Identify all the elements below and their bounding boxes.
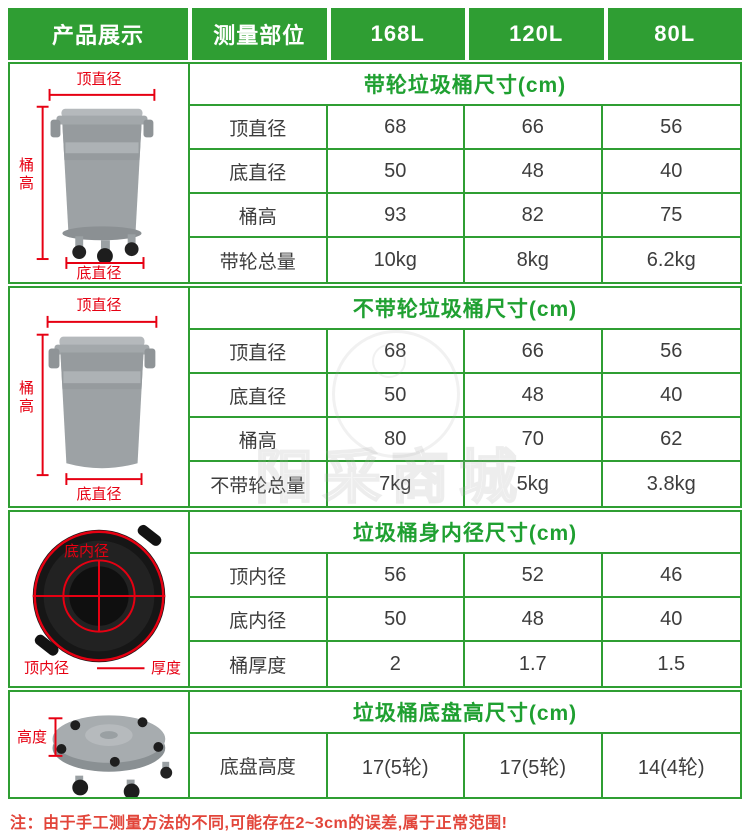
spec-value: 68 (327, 106, 465, 150)
label-bin-height: 桶高 (17, 380, 34, 416)
spec-value: 50 (327, 150, 465, 194)
spec-value: 14(4轮) (637, 757, 705, 779)
spec-value: 17(5轮) (328, 734, 465, 797)
section-title: 垃圾桶底盘高尺寸(cm) (190, 692, 740, 734)
label-bin-height: 桶高 (17, 157, 34, 193)
section-title: 带轮垃圾桶尺寸(cm) (190, 64, 740, 106)
section-title: 垃圾桶身内径尺寸(cm) (190, 512, 740, 554)
measure-lines (48, 717, 63, 757)
spec-value: 40 (602, 598, 740, 642)
product-image-wheeled-bin: 顶直径 桶高 底直径 (10, 64, 190, 282)
spec-value: 1.7 (465, 642, 603, 686)
product-image-bin-no-wheels: 顶直径 桶高 底直径 (10, 288, 190, 506)
measure-lines (32, 530, 166, 670)
row-label: 底直径 (190, 374, 328, 418)
product-image-top-view: 底内径 顶内径 厚度 (10, 512, 190, 686)
spec-value: 48 (465, 598, 603, 642)
spec-value: 6.2kg (646, 248, 696, 271)
measure-lines (36, 88, 156, 269)
header-80l: 80L (607, 8, 742, 60)
label-bottom-diameter: 底直径 (76, 486, 122, 503)
row-label: 不带轮总量 (190, 462, 328, 506)
header-measure-part: 测量部位 (192, 8, 327, 60)
spec-value: 66 (465, 106, 603, 150)
section-title: 不带轮垃圾桶尺寸(cm) (190, 288, 740, 330)
spec-value: 10kg (328, 238, 465, 282)
spec-value: 17(5轮) (465, 734, 603, 797)
row-label: 顶内径 (190, 554, 328, 598)
label-top-diameter: 顶直径 (76, 297, 122, 314)
spec-value: 75 (602, 194, 740, 238)
table-header-row: 产品展示 测量部位 168L 120L 80L (8, 8, 742, 60)
section-base-height: 高度 垃圾桶底盘高尺寸(cm) 底盘高度 17(5轮) 17(5轮) 14(4轮… (8, 690, 742, 799)
label-top-diameter: 顶直径 (76, 71, 122, 88)
row-label: 桶高 (190, 194, 328, 238)
spec-value: 48 (465, 374, 603, 418)
section-wheeled-bin: 顶直径 桶高 底直径 带轮垃圾桶尺寸(cm) 顶直径 68 66 56 底直径 … (8, 62, 742, 284)
product-image-dolly: 高度 (10, 692, 190, 797)
row-label: 桶厚度 (190, 642, 328, 686)
spec-value: 7kg (328, 462, 465, 506)
label-base-height: 高度 (17, 729, 48, 746)
dolly-illustration (48, 715, 173, 797)
wheeled-bin-illustration (36, 88, 156, 269)
label-top-inner-diameter: 顶内径 (24, 660, 70, 677)
spec-value: 62 (602, 418, 740, 462)
row-label: 带轮总量 (190, 238, 328, 282)
spec-value: 40 (602, 374, 740, 418)
bin-no-wheels-illustration (36, 315, 158, 486)
label-thickness: 厚度 (151, 660, 182, 677)
bin-top-view-illustration (32, 524, 166, 670)
spec-value: 70 (465, 418, 603, 462)
header-120l: 120L (469, 8, 604, 60)
spec-value: 52 (465, 554, 603, 598)
row-label: 顶直径 (190, 330, 328, 374)
spec-value: 66 (465, 330, 603, 374)
row-label: 底内径 (190, 598, 328, 642)
header-168l: 168L (330, 8, 465, 60)
row-label: 底直径 (190, 150, 328, 194)
spec-value: 3.8kg (646, 472, 696, 495)
row-label: 底盘高度 (190, 734, 328, 797)
spec-value: 48 (465, 150, 603, 194)
spec-value: 5kg (465, 462, 603, 506)
label-bottom-diameter: 底直径 (76, 265, 122, 282)
spec-value: 56 (327, 554, 465, 598)
spec-value: 1.5 (657, 652, 686, 675)
spec-value: 56 (602, 106, 740, 150)
spec-value: 56 (602, 330, 740, 374)
spec-value: 8kg (465, 238, 603, 282)
spec-value: 2 (328, 642, 465, 686)
spec-value: 40 (602, 150, 740, 194)
measurement-disclaimer-note: 注：由于手工测量方法的不同,可能存在2~3cm的误差,属于正常范围! (10, 815, 508, 832)
section-inner-diameter: 底内径 顶内径 厚度 垃圾桶身内径尺寸(cm) 顶内径 56 52 46 底内径… (8, 510, 742, 688)
spec-value: 68 (327, 330, 465, 374)
spec-value: 93 (327, 194, 465, 238)
spec-value: 80 (327, 418, 465, 462)
label-bottom-inner-diameter: 底内径 (64, 543, 110, 560)
spec-value: 50 (327, 598, 465, 642)
section-bin-no-wheels: 顶直径 桶高 底直径 不带轮垃圾桶尺寸(cm) 顶直径 68 66 56 底直径… (8, 286, 742, 508)
spec-value: 50 (327, 374, 465, 418)
measure-lines (36, 315, 158, 486)
spec-value: 46 (602, 554, 740, 598)
header-product-display: 产品展示 (8, 8, 188, 60)
row-label: 桶高 (190, 418, 328, 462)
spec-value: 82 (465, 194, 603, 238)
row-label: 顶直径 (190, 106, 328, 150)
